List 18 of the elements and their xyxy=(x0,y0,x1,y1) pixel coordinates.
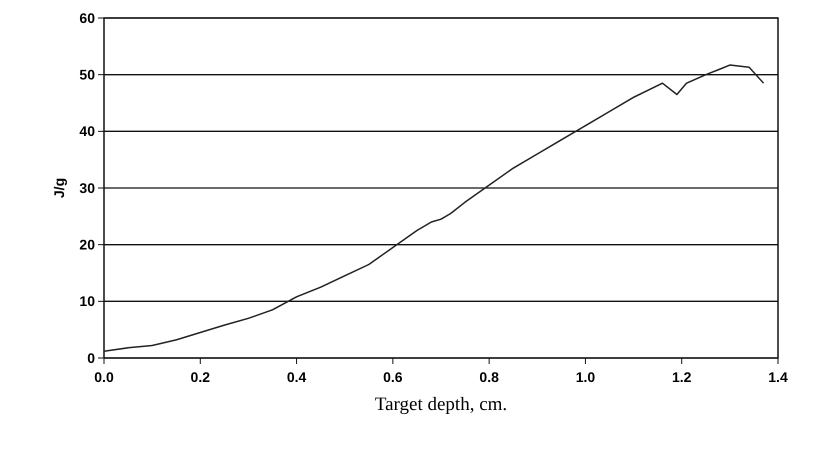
y-tick-label: 10 xyxy=(79,293,96,310)
x-tick-label: 0.4 xyxy=(286,369,307,385)
y-axis-title: J/g xyxy=(51,178,67,198)
y-tick-label: 40 xyxy=(79,123,96,140)
line-series xyxy=(103,64,764,352)
y-tick-label: 0 xyxy=(87,350,96,366)
y-tick-label: 60 xyxy=(79,10,96,26)
x-tick-label: 1.2 xyxy=(672,369,692,385)
x-tick-label: 1.4 xyxy=(768,369,788,385)
x-tick-label: 0.6 xyxy=(383,369,403,385)
x-tick-label: 1.0 xyxy=(576,369,596,385)
x-tick-label: 0.8 xyxy=(479,369,500,385)
y-tick-label: 30 xyxy=(79,180,96,196)
x-tick-label: 0.0 xyxy=(94,369,114,385)
y-tick-label: 20 xyxy=(79,236,96,253)
x-tick-label: 0.2 xyxy=(190,369,210,385)
y-tick-label: 50 xyxy=(79,66,96,83)
x-axis-title: Target depth, cm. xyxy=(374,394,508,415)
